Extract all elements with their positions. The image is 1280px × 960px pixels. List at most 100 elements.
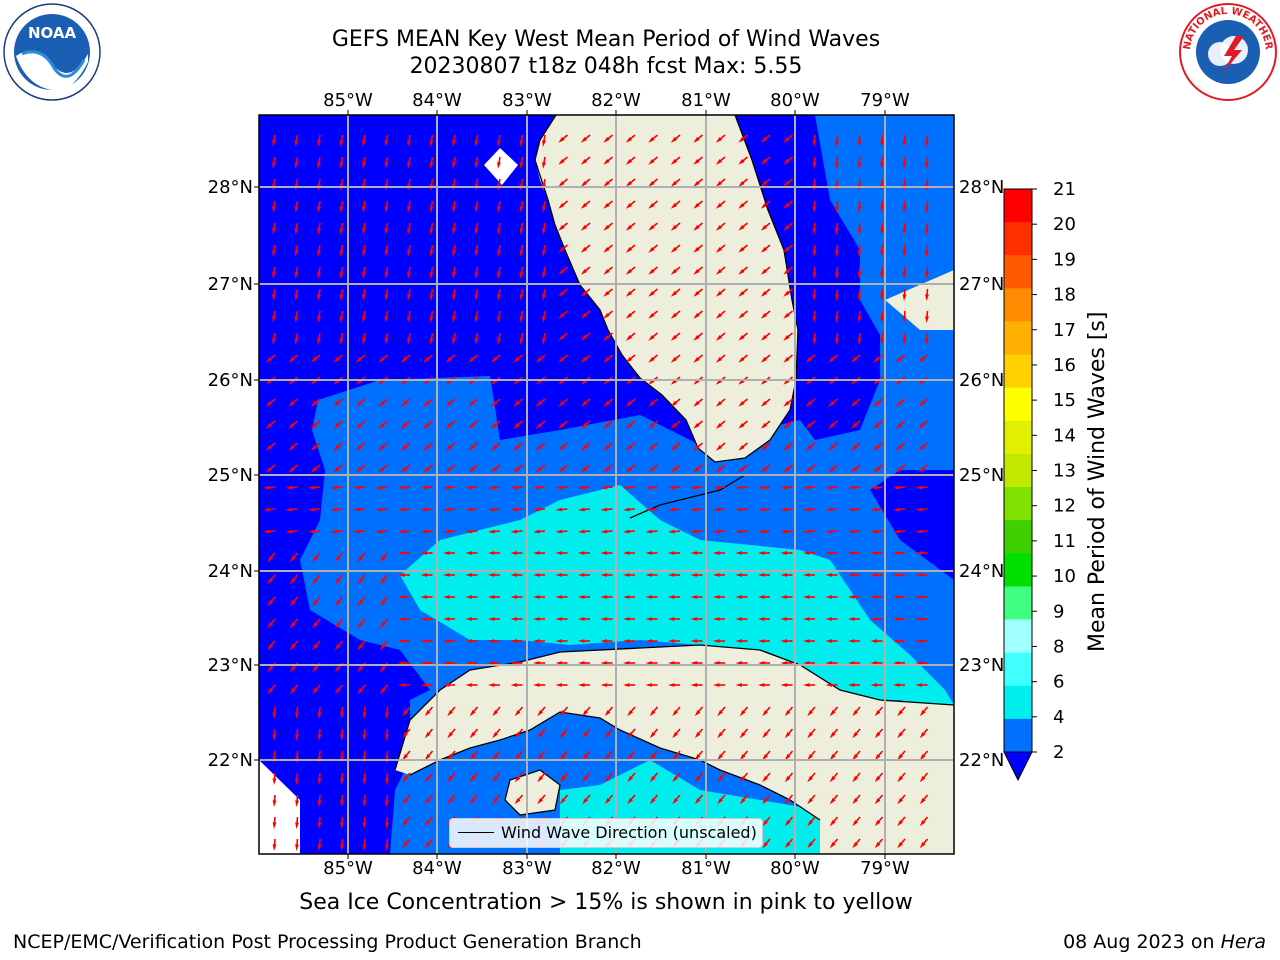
wave-direction-arrow — [925, 266, 929, 279]
wave-direction-arrow — [294, 244, 299, 257]
wave-direction-arrow — [378, 398, 389, 407]
wave-direction-arrow — [582, 750, 591, 761]
wave-direction-arrow — [295, 772, 299, 785]
wave-direction-arrow — [803, 617, 815, 621]
wave-direction-arrow — [902, 266, 907, 279]
wave-direction-arrow — [852, 838, 861, 849]
wave-direction-arrow — [385, 772, 389, 785]
wave-direction-arrow — [848, 661, 860, 665]
wave-direction-arrow — [308, 507, 321, 512]
lat-tick-label-left: 22°N — [208, 750, 253, 771]
wave-direction-arrow — [339, 156, 344, 169]
wave-direction-arrow — [803, 683, 815, 687]
wave-direction-arrow — [625, 288, 636, 297]
wave-direction-arrow — [443, 551, 455, 555]
wave-direction-arrow — [784, 816, 794, 827]
wave-direction-arrow — [713, 529, 726, 534]
wave-direction-arrow — [398, 595, 410, 599]
colorbar-tick-label: 4 — [1053, 707, 1064, 728]
wave-direction-arrow — [400, 354, 411, 363]
colorbar-segment — [1004, 189, 1032, 223]
wave-direction-arrow — [600, 595, 613, 599]
wave-direction-arrow — [670, 464, 681, 473]
wave-direction-arrow — [578, 683, 590, 687]
wave-direction-arrow — [694, 706, 704, 717]
wave-direction-arrow — [452, 332, 456, 345]
wave-direction-arrow — [317, 332, 321, 345]
wave-direction-arrow — [603, 156, 614, 165]
wave-direction-arrow — [857, 244, 862, 257]
wave-direction-arrow — [452, 156, 456, 169]
wave-direction-arrow — [919, 728, 929, 739]
wave-direction-arrow — [334, 684, 344, 695]
map-legend: Wind Wave Direction (unscaled) — [449, 818, 763, 848]
wave-direction-arrow — [603, 332, 614, 341]
wave-direction-arrow — [850, 398, 861, 407]
wave-direction-arrow — [357, 574, 366, 585]
wave-direction-arrow — [333, 354, 344, 363]
wave-direction-arrow — [760, 222, 771, 231]
wave-direction-arrow — [672, 750, 681, 761]
lon-tick-label-bottom: 85°W — [323, 858, 373, 879]
wave-direction-arrow — [474, 310, 479, 323]
wave-direction-arrow — [580, 354, 591, 363]
wave-direction-arrow — [715, 156, 726, 165]
wave-direction-arrow — [537, 794, 546, 805]
wave-direction-arrow — [497, 266, 501, 279]
colorbar-tick-label: 20 — [1053, 214, 1076, 235]
wave-direction-arrow — [443, 595, 455, 599]
wave-direction-arrow — [648, 442, 659, 451]
wave-direction-arrow — [578, 529, 591, 534]
wave-direction-arrow — [738, 200, 749, 209]
wave-direction-arrow — [272, 288, 276, 301]
wave-direction-arrow — [835, 332, 839, 345]
colorbar-tick-label: 2 — [1053, 742, 1064, 763]
wave-direction-arrow — [542, 222, 546, 235]
wave-direction-arrow — [693, 244, 704, 253]
wave-direction-arrow — [447, 728, 456, 739]
wave-direction-arrow — [694, 728, 704, 739]
wave-direction-arrow — [353, 529, 366, 534]
wave-direction-arrow — [519, 156, 524, 169]
wave-direction-arrow — [668, 485, 681, 490]
lat-tick-label-left: 26°N — [208, 370, 253, 391]
wave-direction-arrow — [288, 354, 299, 363]
wave-direction-arrow — [510, 485, 523, 490]
wave-direction-arrow — [805, 420, 816, 429]
wave-direction-arrow — [317, 310, 321, 323]
wave-direction-arrow — [825, 507, 838, 512]
wave-direction-arrow — [713, 683, 725, 687]
wave-direction-arrow — [317, 706, 322, 719]
wave-direction-arrow — [735, 507, 748, 512]
wave-direction-arrow — [362, 728, 367, 741]
wave-direction-arrow — [880, 244, 884, 257]
wave-direction-arrow — [870, 639, 883, 643]
wave-direction-arrow — [857, 156, 862, 169]
wave-direction-arrow — [690, 573, 703, 577]
wave-direction-arrow — [918, 354, 929, 363]
wave-direction-arrow — [420, 485, 433, 490]
colorbar-tick-label: 17 — [1053, 320, 1076, 341]
wave-direction-arrow — [452, 266, 456, 279]
wave-direction-arrow — [333, 464, 344, 473]
wave-direction-arrow — [384, 266, 389, 279]
wave-direction-arrow — [783, 442, 794, 451]
wave-direction-arrow — [362, 222, 366, 235]
lon-tick-label-bottom: 80°W — [770, 858, 820, 879]
wave-direction-arrow — [627, 750, 636, 761]
wave-direction-arrow — [558, 244, 569, 253]
wave-direction-arrow — [519, 332, 524, 345]
wave-direction-arrow — [514, 772, 524, 783]
wave-direction-arrow — [542, 266, 546, 279]
wave-direction-arrow — [852, 728, 861, 739]
wave-direction-arrow — [285, 507, 298, 512]
wave-direction-arrow — [623, 639, 635, 643]
wave-direction-arrow — [555, 485, 568, 490]
footer-date: 08 Aug 2023 on Hera — [1063, 931, 1266, 953]
wave-direction-arrow — [784, 838, 794, 849]
wave-direction-arrow — [668, 551, 680, 555]
wave-direction-arrow — [623, 551, 635, 555]
wave-direction-arrow — [735, 661, 748, 665]
wave-direction-arrow — [600, 507, 613, 512]
wave-direction-arrow — [289, 640, 299, 651]
